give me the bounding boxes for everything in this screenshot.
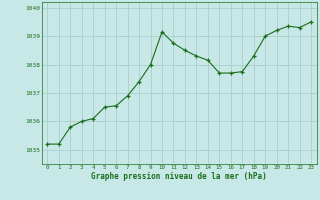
X-axis label: Graphe pression niveau de la mer (hPa): Graphe pression niveau de la mer (hPa) xyxy=(91,172,267,181)
